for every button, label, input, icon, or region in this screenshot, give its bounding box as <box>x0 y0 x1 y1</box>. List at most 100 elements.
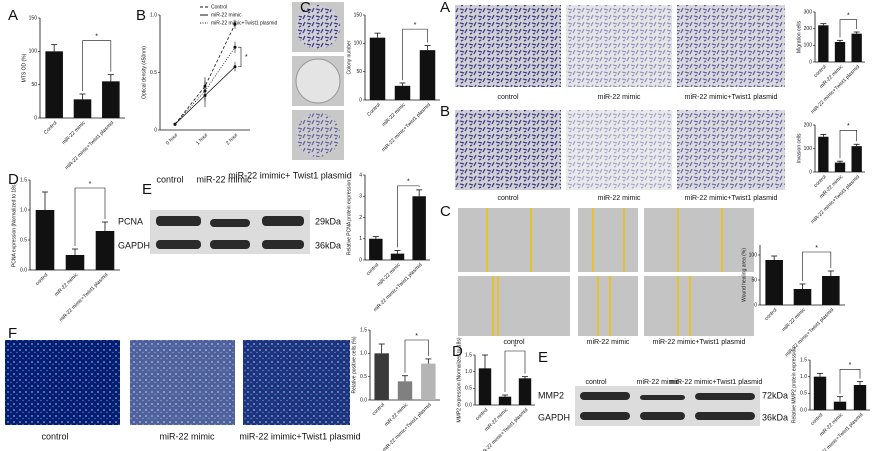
bar <box>498 396 512 405</box>
bar <box>95 231 115 270</box>
y-tick-label: 200 <box>804 122 813 128</box>
significance: * <box>514 344 517 351</box>
legend-label: miR-22 mimic <box>211 12 242 18</box>
x-tick-label: control <box>764 307 779 322</box>
bar <box>765 260 783 305</box>
y-tick-label: 1.5 <box>465 352 472 358</box>
y-axis-label: Invasion cells <box>796 133 802 164</box>
y-axis-label: Optical density (450nm) <box>141 46 147 99</box>
lane-label: control <box>585 379 606 386</box>
image-label: miR-22 mimic <box>598 94 641 101</box>
panel-letter: A <box>440 0 450 16</box>
y-axis-label: Colony number <box>346 40 352 74</box>
panel-letter: D <box>452 343 463 360</box>
y-tick-label: 1.0 <box>465 369 472 375</box>
x-tick-label: miR-22 mimic+Twist1 plasmid <box>58 272 109 323</box>
bar <box>813 376 827 410</box>
bar <box>419 50 436 100</box>
panel-letter: E <box>142 181 152 198</box>
bar <box>65 255 85 270</box>
y-tick-label: 1.0 <box>20 207 27 213</box>
y-axis-label: Relative MMP2 protein expression <box>791 347 797 423</box>
x-tick-label: 1 hour <box>195 132 210 147</box>
y-tick-label: 100 <box>804 146 813 152</box>
x-tick-label: control <box>34 272 49 287</box>
image-label: miR-22 imimic+Twist1 plasmid <box>239 431 360 441</box>
significance-bracket <box>402 28 428 80</box>
bar <box>369 238 383 260</box>
significance: * <box>89 181 92 188</box>
y-tick-label: 100 <box>29 49 38 55</box>
legend-label: Control <box>211 4 227 10</box>
size-label: 36kDa <box>762 412 788 422</box>
y-tick-label: 0.0 <box>465 402 472 408</box>
x-tick-label: control <box>813 174 828 189</box>
y-tick-label: 1.5 <box>20 177 27 183</box>
significance: * <box>815 245 818 252</box>
row-label: PCNA <box>118 216 143 226</box>
bar <box>834 162 846 172</box>
bar <box>35 210 55 270</box>
y-tick-label: 100 <box>749 252 758 258</box>
dish <box>296 113 340 157</box>
y-tick-label: 1.5 <box>800 357 807 363</box>
size-label: 36kDa <box>315 240 341 250</box>
y-tick-label: 0 <box>359 257 362 263</box>
image-label: control <box>497 94 518 101</box>
significance-bracket <box>839 130 857 159</box>
x-tick-label: control <box>809 412 824 427</box>
size-label: 29kDa <box>315 216 341 226</box>
significance: * <box>847 13 850 20</box>
bar <box>421 363 436 400</box>
y-tick-label: 150 <box>354 12 363 18</box>
y-axis-label: MMP2 expression (Normalized to 18s) <box>456 337 462 422</box>
bar <box>834 42 846 62</box>
y-tick-label: 0 <box>154 127 157 133</box>
bar <box>818 136 829 172</box>
dish <box>296 5 340 49</box>
y-tick-label: 0 <box>809 59 812 65</box>
lane-label: miR-22 mimic <box>197 174 252 184</box>
significance-bracket <box>839 369 861 394</box>
y-axis-label: PCNA expression (Normalized to 18s) <box>11 183 17 268</box>
wound-images <box>458 208 754 336</box>
significance-bracket <box>397 185 420 248</box>
y-tick-label: 100 <box>354 41 363 47</box>
panel-letter: B <box>440 103 450 120</box>
significance: * <box>414 22 417 29</box>
y-tick-label: 0.5 <box>150 70 157 76</box>
bar <box>851 33 862 62</box>
y-axis-label: Migration cells <box>796 21 802 53</box>
image-label: miR-22 mimic <box>160 431 215 441</box>
bar <box>73 99 92 118</box>
bar <box>397 381 413 400</box>
y-tick-label: 0.0 <box>360 397 367 403</box>
y-tick-label: 0.0 <box>800 407 807 413</box>
row-label: MMP2 <box>538 390 564 400</box>
western-blots <box>150 210 760 426</box>
panel-letter: C <box>300 0 311 16</box>
bar <box>374 353 389 400</box>
y-tick-label: 200 <box>804 26 813 32</box>
y-tick-label: 0 <box>754 302 757 308</box>
bar <box>369 37 386 100</box>
bar <box>394 85 411 100</box>
y-tick-label: 4 <box>359 172 362 178</box>
x-tick-label: miR-22 mimic+Twist1 plasmid <box>381 102 432 153</box>
image-label: miR-22 mimic+Twist1 plasmid <box>685 195 778 202</box>
significance: * <box>849 362 852 369</box>
legend-label: miR-22 mimic+Twist1 plasmid <box>211 20 277 26</box>
y-tick-label: 0.5 <box>465 386 472 392</box>
image-label: control <box>41 431 68 441</box>
row-label: GAPDH <box>538 412 570 422</box>
image-label: control <box>497 195 518 202</box>
significance-bracket <box>504 350 526 392</box>
y-tick-label: 0 <box>34 115 37 121</box>
bar <box>518 378 532 405</box>
y-tick-label: 3 <box>359 194 362 200</box>
size-label: 72kDa <box>762 390 788 400</box>
y-tick-label: 100 <box>804 43 813 49</box>
bar <box>412 196 426 260</box>
image-label: miR-22 mimic <box>587 339 630 346</box>
